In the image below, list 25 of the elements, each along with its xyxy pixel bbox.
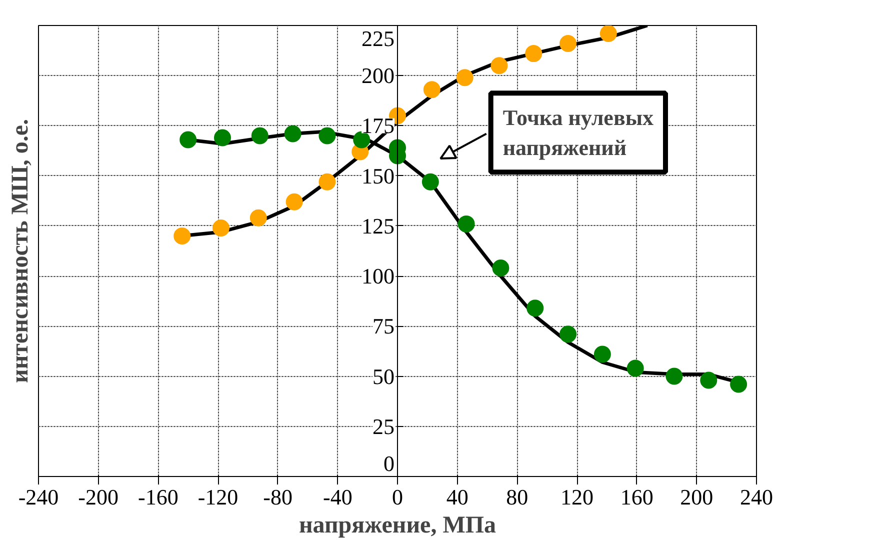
x-tick-label: -160: [138, 484, 178, 510]
y-tick-label: 125: [362, 213, 394, 238]
x-tick-label: -40: [323, 484, 352, 510]
y-tick-label: 150: [362, 163, 394, 188]
x-tick-label: -200: [78, 484, 118, 510]
y-tick-label: 0: [384, 451, 394, 476]
x-tick-label: -80: [263, 484, 292, 510]
x-tick-label: 160: [620, 484, 654, 510]
x-tick-label: 120: [560, 484, 594, 510]
y-tick-label: 225: [362, 26, 394, 51]
x-tick-label: 40: [446, 484, 468, 510]
y-tick-label: 200: [362, 63, 394, 88]
x-tick-label: 80: [506, 484, 528, 510]
y-tick-label: 100: [362, 264, 394, 289]
x-tick-label: 200: [680, 484, 714, 510]
y-tick-label: 75: [372, 314, 394, 339]
x-tick-label: -120: [198, 484, 238, 510]
y-tick-label: 25: [372, 414, 394, 439]
x-tick-label: 240: [740, 484, 773, 510]
x-axis-title: напряжение, МПа: [298, 512, 496, 538]
y-tick-label: 175: [362, 113, 394, 138]
x-tick-label: -240: [18, 484, 59, 510]
annotation: Точка нулевых напряжений: [502, 105, 654, 160]
y-tick-label: 50: [372, 364, 394, 389]
y-axis-title: интенсивность МШ, о.е.: [8, 118, 34, 383]
